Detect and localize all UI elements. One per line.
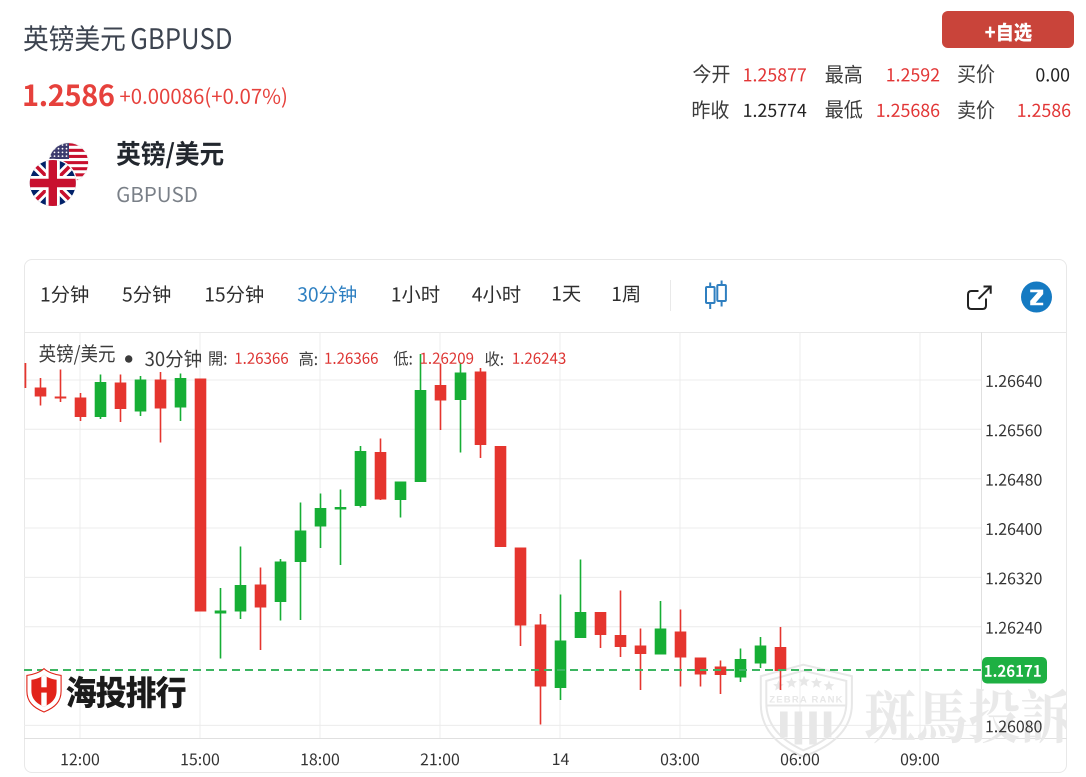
- svg-text:ZEBRA RANK: ZEBRA RANK: [769, 695, 843, 706]
